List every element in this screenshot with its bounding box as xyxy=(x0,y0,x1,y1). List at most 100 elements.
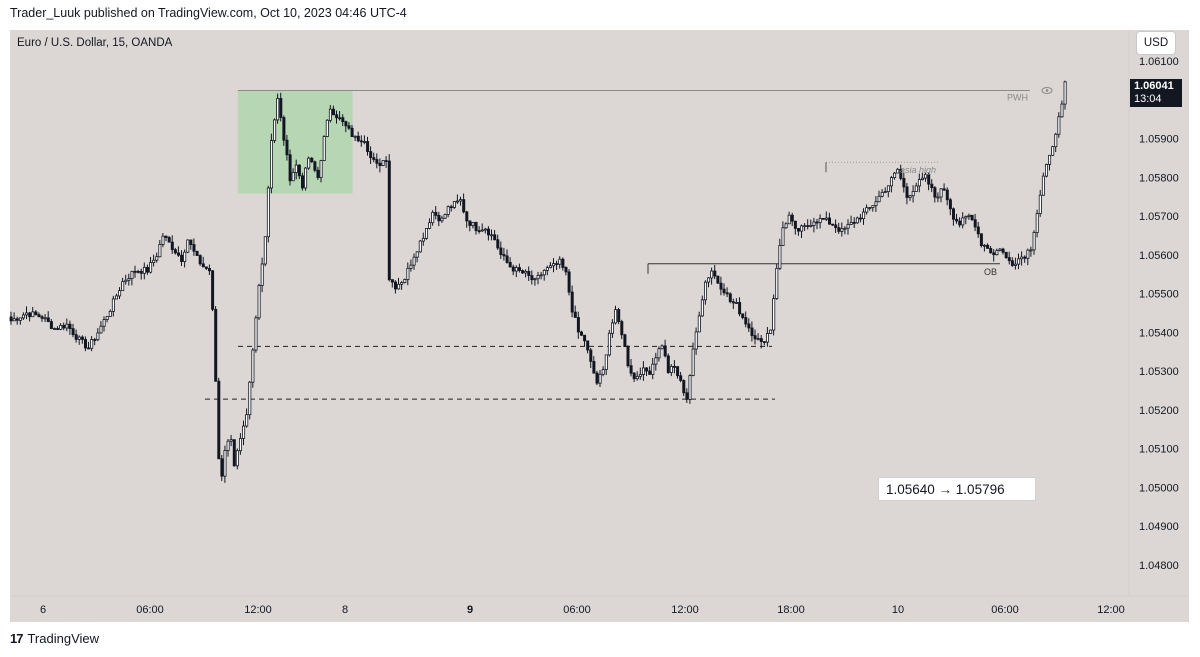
candle-down xyxy=(970,214,974,221)
candle-up xyxy=(90,339,94,349)
candle-up xyxy=(304,167,308,189)
candle-down xyxy=(372,157,376,160)
y-tick-label: 1.05200 xyxy=(1139,405,1179,417)
candle-up xyxy=(77,336,81,340)
x-tick-label: 10 xyxy=(892,604,904,616)
candle-up xyxy=(291,172,295,182)
candle-down xyxy=(564,267,568,273)
candle-up xyxy=(325,119,329,137)
candle-up xyxy=(307,157,311,169)
candle-down xyxy=(989,248,993,254)
candle-up xyxy=(533,278,537,281)
candle-up xyxy=(756,338,760,340)
candle-down xyxy=(15,318,19,321)
candle-up xyxy=(862,211,866,220)
candle-up xyxy=(12,318,16,322)
candle-up xyxy=(59,324,63,330)
candle-down xyxy=(992,252,996,256)
candle-down xyxy=(167,237,171,243)
candle-up xyxy=(635,375,639,380)
measure-box: 1.05640 → 1.05796 xyxy=(878,477,1036,501)
candle-down xyxy=(626,346,630,367)
candle-up xyxy=(697,315,701,333)
candle-down xyxy=(592,361,596,374)
candle-up xyxy=(558,258,562,265)
candle-up xyxy=(843,227,847,230)
asia-high-label: asia high xyxy=(900,165,936,175)
candle-up xyxy=(607,332,611,356)
candle-up xyxy=(601,369,605,375)
candle-up xyxy=(108,311,112,317)
currency-button[interactable]: USD xyxy=(1136,31,1176,55)
visibility-eye-icon xyxy=(1041,86,1053,94)
x-tick-label: 12:00 xyxy=(671,604,699,616)
chart-title: Euro / U.S. Dollar, 15, OANDA xyxy=(17,37,173,49)
candle-up xyxy=(688,375,692,400)
candle-down xyxy=(347,125,351,129)
candle-up xyxy=(787,214,791,225)
candle-up xyxy=(604,354,608,371)
candle-up xyxy=(669,365,673,373)
candle-up xyxy=(766,333,770,343)
candle-down xyxy=(310,157,314,163)
candle-down xyxy=(902,178,906,188)
candle-down xyxy=(722,288,726,294)
candle-down xyxy=(87,347,91,350)
candle-down xyxy=(505,255,509,263)
candle-up xyxy=(65,323,69,329)
candle-up xyxy=(983,244,987,247)
candle-down xyxy=(344,121,348,127)
candle-up xyxy=(111,298,115,312)
y-tick-label: 1.05400 xyxy=(1139,327,1179,339)
candle-down xyxy=(288,154,292,182)
candle-down xyxy=(716,275,720,284)
candle-up xyxy=(710,270,714,279)
candle-up xyxy=(967,214,971,217)
candle-down xyxy=(797,228,801,232)
candle-down xyxy=(979,233,983,247)
candle-up xyxy=(998,248,1002,251)
candle-down xyxy=(682,380,686,394)
candle-down xyxy=(462,199,466,213)
candle-up xyxy=(121,281,125,292)
candle-down xyxy=(521,270,525,274)
candle-down xyxy=(790,214,794,222)
candle-up xyxy=(431,211,435,224)
candle-down xyxy=(576,317,580,333)
candle-up xyxy=(890,177,894,187)
candle-down xyxy=(37,314,41,318)
candle-down xyxy=(725,292,729,295)
candle-down xyxy=(821,217,825,220)
candle-up xyxy=(409,264,413,269)
y-tick-label: 1.05000 xyxy=(1139,482,1179,494)
candle-down xyxy=(384,160,388,162)
candle-up xyxy=(614,309,618,324)
candle-up xyxy=(1014,263,1018,266)
candle-down xyxy=(731,301,735,304)
candle-down xyxy=(139,271,143,274)
candle-up xyxy=(877,195,881,203)
candle-down xyxy=(232,439,236,467)
y-tick-label: 1.04800 xyxy=(1139,560,1179,572)
candle-down xyxy=(468,220,472,226)
candle-up xyxy=(446,206,450,215)
candle-down xyxy=(567,271,571,293)
candle-up xyxy=(124,279,128,283)
candle-up xyxy=(883,191,887,193)
candle-up xyxy=(319,160,323,178)
candle-up xyxy=(840,228,844,232)
candle-down xyxy=(676,366,680,377)
candle-down xyxy=(945,189,949,201)
candle-up xyxy=(415,251,419,258)
candle-up xyxy=(294,164,298,173)
candle-up xyxy=(549,265,553,269)
candle-down xyxy=(502,254,506,257)
candle-down xyxy=(793,220,797,229)
candle-up xyxy=(1026,249,1030,259)
last-price-value: 1.06041 xyxy=(1134,80,1174,92)
candle-up xyxy=(1057,116,1061,135)
x-tick-label: 06:00 xyxy=(991,604,1019,616)
candle-down xyxy=(815,221,819,224)
candle-up xyxy=(800,225,804,232)
